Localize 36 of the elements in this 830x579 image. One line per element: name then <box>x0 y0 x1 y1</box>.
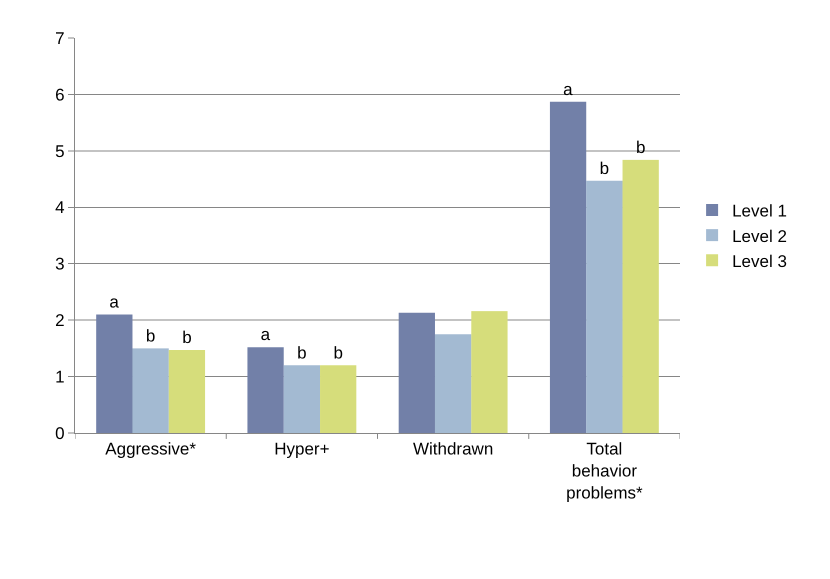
bar <box>550 102 586 433</box>
y-tick-label: 7 <box>55 28 65 48</box>
bar <box>247 347 284 433</box>
x-tick-label: Aggressive* <box>105 439 196 458</box>
bar <box>320 365 356 433</box>
data-label: b <box>636 138 646 157</box>
data-label: b <box>333 343 343 362</box>
y-tick-label: 0 <box>55 424 65 443</box>
bar <box>622 160 659 433</box>
y-tick-label: 3 <box>55 254 65 274</box>
y-tick-label: 5 <box>55 142 65 161</box>
y-tick-label: 4 <box>55 198 65 218</box>
y-tick-label: 1 <box>55 368 65 387</box>
data-label: a <box>260 325 271 344</box>
data-label: a <box>109 292 120 312</box>
legend-label: Level 3 <box>732 252 787 271</box>
bar <box>471 311 508 433</box>
data-label: b <box>146 326 156 346</box>
x-tick-label: Withdrawn <box>412 439 494 458</box>
data-label: a <box>563 80 574 99</box>
bar <box>586 180 623 433</box>
bar <box>284 365 320 433</box>
bar <box>132 348 169 433</box>
bar <box>96 314 132 433</box>
y-tick-label: 2 <box>55 311 65 330</box>
bar <box>168 350 206 433</box>
data-label: b <box>297 343 307 362</box>
data-label: b <box>182 328 192 348</box>
x-tick-label: Hyper+ <box>274 439 330 458</box>
legend-label: Level 1 <box>732 202 787 221</box>
x-tick-label: Total behavior problems* <box>566 439 644 503</box>
legend-label: Level 2 <box>732 226 787 246</box>
y-tick-label: 6 <box>55 85 65 104</box>
data-label: b <box>600 158 610 178</box>
bar <box>434 334 472 433</box>
bar <box>398 312 435 433</box>
